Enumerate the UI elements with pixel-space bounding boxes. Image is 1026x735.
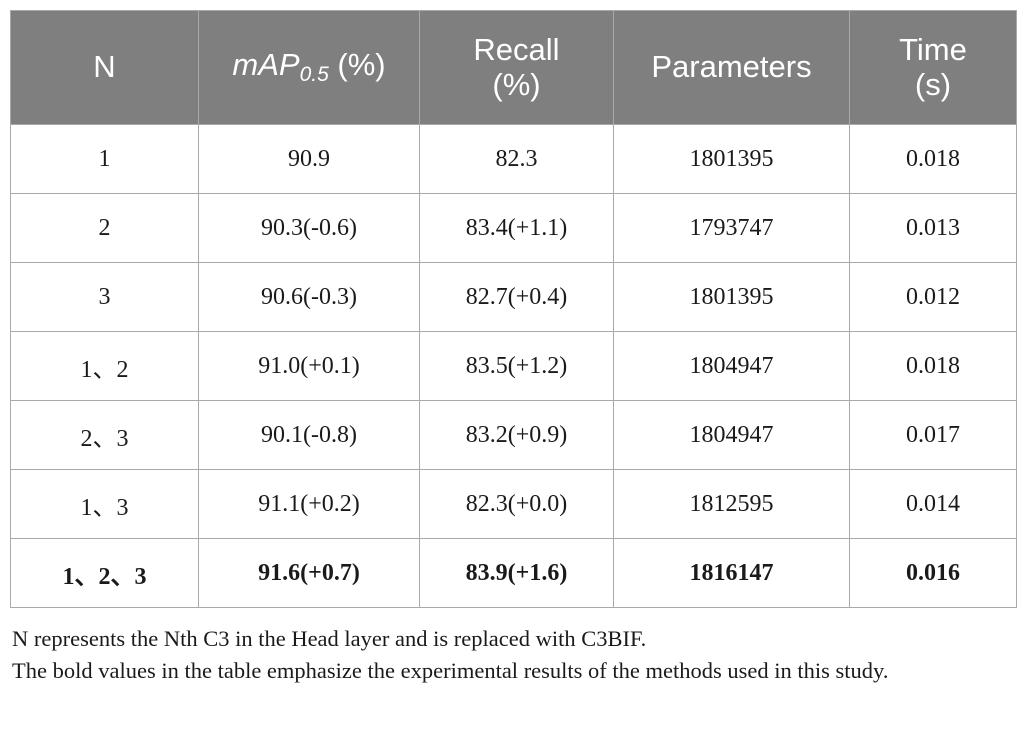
cell-time: 0.013 — [849, 193, 1017, 263]
footnote-line-2: The bold values in the table emphasize t… — [12, 658, 889, 683]
header-row: N mAP0.5 (%) Recall (%) Parameters Time (s… — [10, 10, 1017, 125]
header-map-unit: (%) — [328, 47, 386, 83]
header-time-line1: Time — [899, 31, 967, 67]
table-body: 1 90.9 82.3 1801395 0.018 2 90.3(-0.6) 8… — [10, 124, 1017, 608]
cell-parameters: 1816147 — [613, 538, 850, 608]
cell-time: 0.017 — [849, 400, 1017, 470]
cell-parameters: 1801395 — [613, 262, 850, 332]
table-header: N mAP0.5 (%) Recall (%) Parameters Time (s… — [10, 10, 1017, 125]
results-table-container: N mAP0.5 (%) Recall (%) Parameters Time (s… — [10, 10, 1017, 608]
cell-time: 0.016 — [849, 538, 1017, 608]
cell-map: 90.1(-0.8) — [198, 400, 420, 470]
cell-n: 3 — [10, 262, 199, 332]
table-row: 1、2 91.0(+0.1) 83.5(+1.2) 1804947 0.018 — [10, 331, 1017, 401]
cell-n: 2、3 — [10, 400, 199, 470]
header-n: N — [10, 10, 199, 125]
header-map: mAP0.5 (%) — [198, 10, 420, 125]
header-parameters-label: Parameters — [651, 49, 812, 85]
header-time-line2: (s) — [914, 66, 952, 102]
header-recall-line1: Recall — [473, 31, 560, 67]
header-time: Time (s) — [849, 10, 1017, 125]
cell-time: 0.014 — [849, 469, 1017, 539]
cell-recall: 83.2(+0.9) — [419, 400, 614, 470]
cell-map: 90.9 — [198, 124, 420, 194]
cell-parameters: 1793747 — [613, 193, 850, 263]
cell-recall: 82.3(+0.0) — [419, 469, 614, 539]
cell-map: 90.6(-0.3) — [198, 262, 420, 332]
cell-parameters: 1801395 — [613, 124, 850, 194]
table-row-highlighted: 1、2、3 91.6(+0.7) 83.9(+1.6) 1816147 0.01… — [10, 538, 1017, 608]
cell-n: 1 — [10, 124, 199, 194]
table-row: 1、3 91.1(+0.2) 82.3(+0.0) 1812595 0.014 — [10, 469, 1017, 539]
table-footnote: N represents the Nth C3 in the Head laye… — [12, 623, 1016, 687]
cell-time: 0.018 — [849, 124, 1017, 194]
header-map-subscript: 0.5 — [299, 63, 329, 87]
results-table: N mAP0.5 (%) Recall (%) Parameters Time (s… — [10, 10, 1017, 608]
cell-map: 91.0(+0.1) — [198, 331, 420, 401]
cell-map: 91.1(+0.2) — [198, 469, 420, 539]
cell-parameters: 1804947 — [613, 400, 850, 470]
header-recall: Recall (%) — [419, 10, 614, 125]
table-row: 3 90.6(-0.3) 82.7(+0.4) 1801395 0.012 — [10, 262, 1017, 332]
header-recall-line2: (%) — [492, 66, 541, 102]
cell-n: 1、3 — [10, 469, 199, 539]
header-n-label: N — [93, 49, 116, 85]
cell-map: 91.6(+0.7) — [198, 538, 420, 608]
cell-recall: 82.7(+0.4) — [419, 262, 614, 332]
cell-parameters: 1804947 — [613, 331, 850, 401]
cell-recall: 83.4(+1.1) — [419, 193, 614, 263]
cell-n: 1、2 — [10, 331, 199, 401]
table-row: 1 90.9 82.3 1801395 0.018 — [10, 124, 1017, 194]
cell-n: 2 — [10, 193, 199, 263]
cell-recall: 83.5(+1.2) — [419, 331, 614, 401]
footnote-line-1: N represents the Nth C3 in the Head laye… — [12, 626, 647, 651]
cell-time: 0.018 — [849, 331, 1017, 401]
cell-recall: 82.3 — [419, 124, 614, 194]
header-parameters: Parameters — [613, 10, 850, 125]
cell-n: 1、2、3 — [10, 538, 199, 608]
table-row: 2 90.3(-0.6) 83.4(+1.1) 1793747 0.013 — [10, 193, 1017, 263]
header-map-main: mAP — [232, 47, 300, 83]
cell-map: 90.3(-0.6) — [198, 193, 420, 263]
table-row: 2、3 90.1(-0.8) 83.2(+0.9) 1804947 0.017 — [10, 400, 1017, 470]
cell-time: 0.012 — [849, 262, 1017, 332]
cell-recall: 83.9(+1.6) — [419, 538, 614, 608]
cell-parameters: 1812595 — [613, 469, 850, 539]
